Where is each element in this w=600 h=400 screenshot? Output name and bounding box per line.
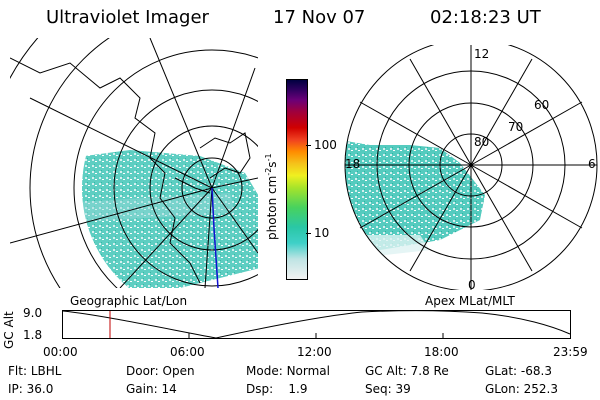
colorbar-tick-100 <box>306 145 311 146</box>
info-ip: IP: 36.0 <box>8 382 54 396</box>
info-glon: GLon: 252.3 <box>485 382 558 396</box>
geographic-map <box>10 38 258 288</box>
meridians <box>10 38 258 288</box>
info-seq: Seq: 39 <box>365 382 411 396</box>
altitude-xtick-0000: 00:00 <box>43 345 78 359</box>
mlat-label-70: 70 <box>508 120 523 134</box>
info-glat: GLat: -68.3 <box>485 364 552 378</box>
altitude-xtick-0600: 06:00 <box>170 345 205 359</box>
altitude-ylabel: GC Alt <box>2 311 16 349</box>
apex-polar-map: 80 70 60 12 18 6 0 <box>344 45 598 290</box>
lat-circles <box>10 38 258 288</box>
altitude-xtick-1800: 18:00 <box>424 345 459 359</box>
info-mode: Mode: Normal <box>246 364 330 378</box>
mlt-label-12: 12 <box>474 47 489 61</box>
mlt-label-0: 0 <box>468 278 476 290</box>
info-gain: Gain: 14 <box>126 382 177 396</box>
time-label: 02:18:23 UT <box>430 7 541 28</box>
mlat-label-60: 60 <box>534 98 549 112</box>
altitude-xtick-2359: 23:59 <box>553 345 588 359</box>
apex-caption: Apex MLat/MLT <box>425 294 515 308</box>
date-label: 17 Nov 07 <box>273 7 366 28</box>
info-door: Door: Open <box>126 364 195 378</box>
mlt-spokes <box>345 45 597 290</box>
altitude-xticks <box>188 333 444 339</box>
info-gc-alt: GC Alt: 7.8 Re <box>365 364 449 378</box>
mlat-label-80: 80 <box>474 135 489 149</box>
info-flt: Flt: LBHL <box>8 364 62 378</box>
info-dsp: Dsp: 1.9 <box>246 382 308 396</box>
mlt-label-6: 6 <box>588 157 596 171</box>
auroral-emission <box>82 150 258 288</box>
instrument-title: Ultraviolet Imager <box>46 7 209 28</box>
colorbar-label-100: 100 <box>314 138 337 152</box>
auroral-emission-polar <box>345 140 485 260</box>
track-line <box>211 187 219 288</box>
altitude-curve <box>62 310 571 339</box>
mlt-label-18: 18 <box>345 157 360 171</box>
altitude-plot <box>62 310 571 339</box>
geographic-caption: Geographic Lat/Lon <box>70 294 188 308</box>
colorbar-tick-10 <box>306 233 311 234</box>
colorbar-label-10: 10 <box>314 226 330 240</box>
altitude-xtick-1200: 12:00 <box>297 345 332 359</box>
coastline <box>10 57 251 284</box>
altitude-ytick-max: 9.0 <box>23 306 43 320</box>
altitude-ytick-min: 1.8 <box>23 328 43 342</box>
color-scale-bar <box>286 79 308 280</box>
colorbar-unit-label: photon cm-2s-1 <box>264 153 279 240</box>
